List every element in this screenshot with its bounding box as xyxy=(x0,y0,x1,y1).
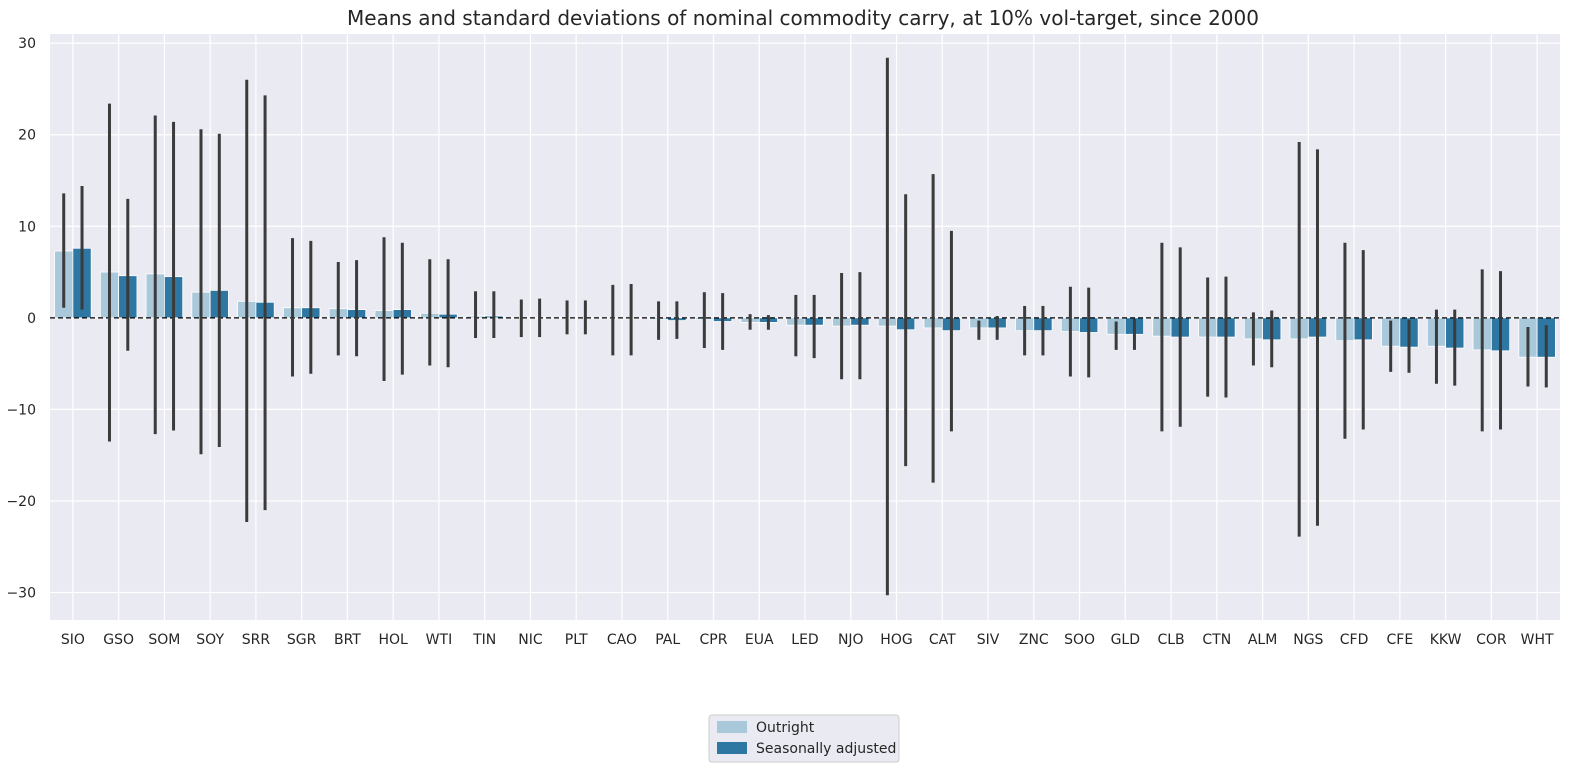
x-tick-label-sgr: SGR xyxy=(287,632,317,648)
y-tick-label: 10 xyxy=(18,219,36,235)
x-tick-label-cao: CAO xyxy=(607,632,637,648)
x-tick-label-wti: WTI xyxy=(426,632,453,648)
x-tick-label-soo: SOO xyxy=(1064,632,1095,648)
x-tick-label-wht: WHT xyxy=(1521,632,1554,648)
x-tick-label-siv: SIV xyxy=(977,632,1000,648)
x-tick-label-cfe: CFE xyxy=(1387,632,1414,648)
x-tick-label-tin: TIN xyxy=(472,632,496,648)
x-tick-label-nic: NIC xyxy=(518,632,543,648)
x-tick-label-gso: GSO xyxy=(103,632,134,648)
x-tick-label-sio: SIO xyxy=(61,632,85,648)
x-tick-label-eua: EUA xyxy=(745,632,774,648)
x-tick-label-njo: NJO xyxy=(838,632,864,648)
x-tick-label-znc: ZNC xyxy=(1019,632,1049,648)
x-tick-label-gld: GLD xyxy=(1111,632,1140,648)
x-tick-label-cpr: CPR xyxy=(700,632,728,648)
x-tick-label-kkw: KKW xyxy=(1430,632,1462,648)
x-tick-label-plt: PLT xyxy=(565,632,588,648)
x-tick-label-led: LED xyxy=(791,632,818,648)
x-tick-label-brt: BRT xyxy=(334,632,361,648)
x-tick-label-ngs: NGS xyxy=(1293,632,1323,648)
x-tick-label-cor: COR xyxy=(1476,632,1507,648)
y-tick-label: 20 xyxy=(18,128,36,144)
y-tick-label: 30 xyxy=(18,36,36,52)
legend-swatch-seasonally-adjusted xyxy=(717,742,747,754)
x-tick-label-hol: HOL xyxy=(379,632,409,648)
error-bars xyxy=(62,57,1548,596)
grid xyxy=(50,34,1560,620)
x-axis-ticks: SIO GSO SOM SOY SRR SGR BRT HOL WTI TIN NIC PLT CAO P… xyxy=(61,632,1554,648)
y-tick-label: 0 xyxy=(27,311,36,327)
legend-label-seasonally-adjusted: Seasonally adjusted xyxy=(756,741,896,757)
x-tick-label-srr: SRR xyxy=(242,632,271,648)
x-tick-label-ctn: CTN xyxy=(1202,632,1231,648)
chart-title: Means and standard deviations of nominal… xyxy=(347,6,1259,30)
x-tick-label-cfd: CFD xyxy=(1340,632,1369,648)
y-tick-label: −20 xyxy=(6,494,36,510)
x-tick-label-hog: HOG xyxy=(880,632,912,648)
x-tick-label-clb: CLB xyxy=(1157,632,1184,648)
legend: Outright Seasonally adjusted xyxy=(708,714,900,763)
legend-label-outright: Outright xyxy=(756,720,815,736)
x-tick-label-pal: PAL xyxy=(655,632,680,648)
y-tick-label: −10 xyxy=(6,402,36,418)
x-tick-label-cat: CAT xyxy=(929,632,956,648)
x-tick-label-som: SOM xyxy=(148,632,180,648)
y-axis-ticks: 30 20 10 0 −10 −20 −30 xyxy=(6,36,36,601)
y-tick-label: −30 xyxy=(6,586,36,602)
x-tick-label-soy: SOY xyxy=(196,632,224,648)
legend-swatch-outright xyxy=(717,721,747,733)
x-tick-label-alm: ALM xyxy=(1248,632,1277,648)
legend-frame xyxy=(708,714,900,763)
